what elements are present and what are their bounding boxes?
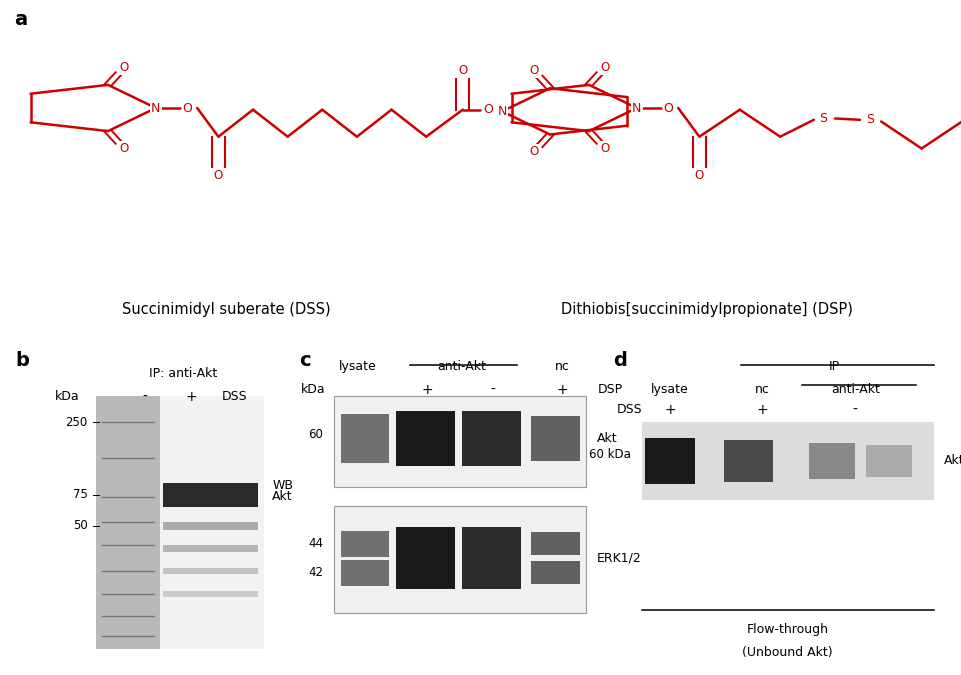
Text: 44: 44 xyxy=(308,537,323,550)
Text: O: O xyxy=(213,169,223,182)
Text: DSP: DSP xyxy=(598,383,623,396)
Text: Succinimidyl suberate (DSS): Succinimidyl suberate (DSS) xyxy=(122,302,330,317)
Text: Flow-through: Flow-through xyxy=(746,623,827,636)
Bar xyxy=(96,396,160,649)
Text: S: S xyxy=(819,111,826,125)
Text: anti-Akt: anti-Akt xyxy=(830,383,878,396)
Bar xyxy=(461,556,520,589)
Bar xyxy=(96,396,263,649)
Text: kDa: kDa xyxy=(300,383,325,396)
Bar xyxy=(641,422,932,500)
Text: IP: anti-Akt: IP: anti-Akt xyxy=(149,367,216,380)
Bar xyxy=(808,443,854,479)
Text: O: O xyxy=(119,142,129,155)
Text: d: d xyxy=(612,351,627,370)
Text: DSS: DSS xyxy=(616,402,642,416)
Text: Dithiobis[succinimidylpropionate] (DSP): Dithiobis[succinimidylpropionate] (DSP) xyxy=(560,302,852,317)
Bar xyxy=(340,531,388,557)
Text: nc: nc xyxy=(554,360,569,373)
Bar xyxy=(333,506,586,613)
Text: O: O xyxy=(529,145,538,159)
Text: -: - xyxy=(142,389,148,404)
Text: Akt: Akt xyxy=(943,454,961,467)
Bar xyxy=(865,445,911,477)
Bar xyxy=(396,556,455,589)
Text: 250: 250 xyxy=(65,416,87,429)
Text: 50: 50 xyxy=(73,519,87,532)
Text: ERK1/2: ERK1/2 xyxy=(596,551,641,564)
Text: O: O xyxy=(183,101,192,115)
Bar xyxy=(340,414,388,462)
Text: (Unbound Akt): (Unbound Akt) xyxy=(742,645,832,659)
Text: +: + xyxy=(664,402,676,416)
Bar xyxy=(530,533,579,555)
Bar xyxy=(333,396,586,487)
Bar xyxy=(723,440,773,482)
Bar xyxy=(645,438,694,483)
Bar xyxy=(162,568,258,574)
Text: +: + xyxy=(756,402,768,416)
Text: Akt: Akt xyxy=(596,432,617,445)
Text: 60: 60 xyxy=(308,429,323,441)
Text: +: + xyxy=(555,383,567,397)
Text: O: O xyxy=(482,103,492,116)
Text: kDa: kDa xyxy=(55,389,80,402)
Bar xyxy=(461,527,520,560)
Text: O: O xyxy=(529,64,538,78)
Text: 75: 75 xyxy=(73,489,87,502)
Bar xyxy=(162,522,258,530)
Bar xyxy=(340,560,388,585)
Text: +: + xyxy=(185,389,197,404)
Text: -: - xyxy=(490,383,495,397)
Text: b: b xyxy=(15,351,29,370)
Bar xyxy=(530,416,579,461)
Bar xyxy=(162,591,258,597)
Text: N: N xyxy=(151,101,160,115)
Text: IP: IP xyxy=(827,360,839,373)
Text: 60 kDa: 60 kDa xyxy=(588,448,630,461)
Text: O: O xyxy=(600,142,609,155)
Text: -: - xyxy=(851,402,857,416)
Text: O: O xyxy=(600,61,609,74)
Text: anti-Akt: anti-Akt xyxy=(437,360,485,373)
Text: N: N xyxy=(631,101,641,115)
Bar xyxy=(396,527,455,560)
Bar xyxy=(162,483,258,507)
Text: O: O xyxy=(457,64,467,78)
Bar xyxy=(461,410,520,466)
Bar xyxy=(162,545,258,552)
Text: O: O xyxy=(694,169,703,182)
Text: DSS: DSS xyxy=(222,389,247,402)
Text: 42: 42 xyxy=(308,566,323,579)
Text: lysate: lysate xyxy=(651,383,688,396)
Text: nc: nc xyxy=(754,383,770,396)
Text: a: a xyxy=(14,10,28,29)
Bar xyxy=(530,561,579,584)
Text: O: O xyxy=(663,101,673,115)
Text: S: S xyxy=(865,113,873,126)
Text: Akt: Akt xyxy=(272,490,292,503)
Bar xyxy=(396,410,455,466)
Text: N: N xyxy=(497,105,506,118)
Text: O: O xyxy=(119,61,129,74)
Text: c: c xyxy=(299,351,310,370)
Text: +: + xyxy=(421,383,432,397)
Text: WB: WB xyxy=(272,479,293,491)
Text: lysate: lysate xyxy=(338,360,377,373)
